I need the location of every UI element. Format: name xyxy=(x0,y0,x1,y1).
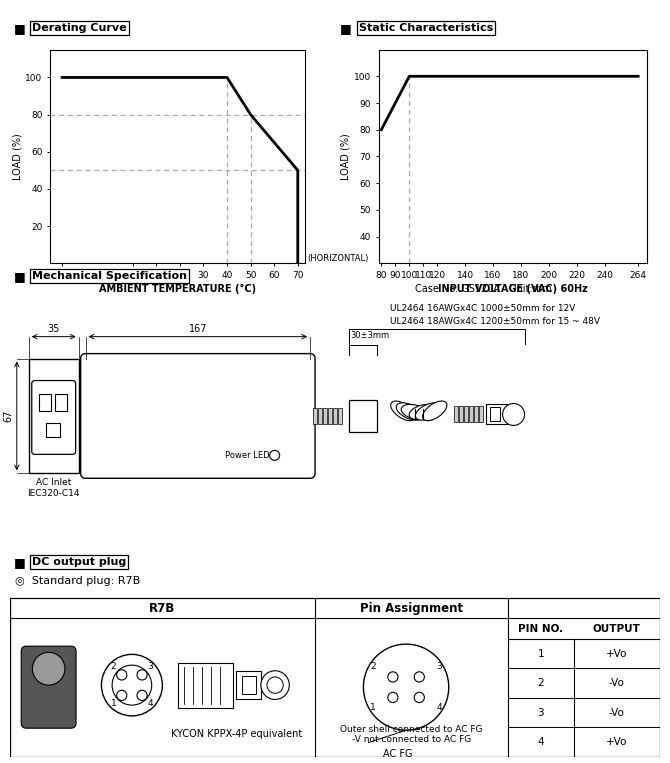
Text: UL2464 18AWGx4C 1200±50mm for 15 ~ 48V: UL2464 18AWGx4C 1200±50mm for 15 ~ 48V xyxy=(390,317,600,326)
Bar xyxy=(464,407,468,423)
Bar xyxy=(459,407,463,423)
Bar xyxy=(490,407,500,421)
Bar xyxy=(469,407,472,423)
Text: AC Inlet
IEC320-C14: AC Inlet IEC320-C14 xyxy=(27,478,80,497)
Text: Static Characteristics: Static Characteristics xyxy=(359,23,493,34)
Circle shape xyxy=(267,677,283,694)
Bar xyxy=(178,662,233,708)
Text: AC FG: AC FG xyxy=(383,749,413,758)
Text: ■: ■ xyxy=(13,555,25,569)
Circle shape xyxy=(261,671,289,700)
Text: OUTPUT: OUTPUT xyxy=(593,623,641,634)
Text: DC output plug: DC output plug xyxy=(32,557,127,568)
Text: -Vo: -Vo xyxy=(609,707,624,718)
Bar xyxy=(29,359,78,473)
Circle shape xyxy=(502,404,525,426)
Text: R7B: R7B xyxy=(149,602,176,615)
Bar xyxy=(478,407,482,423)
Y-axis label: LOAD (%): LOAD (%) xyxy=(13,133,23,180)
Circle shape xyxy=(117,691,127,700)
Text: UL2464 16AWGx4C 1000±50mm for 12V: UL2464 16AWGx4C 1000±50mm for 12V xyxy=(390,304,576,313)
Bar xyxy=(333,408,337,424)
Circle shape xyxy=(137,670,147,680)
Bar xyxy=(55,394,67,411)
Text: Pin Assignment: Pin Assignment xyxy=(360,602,463,615)
Circle shape xyxy=(117,670,127,680)
Ellipse shape xyxy=(415,403,442,420)
Bar xyxy=(486,404,508,424)
X-axis label: AMBIENT TEMPERATURE (°C): AMBIENT TEMPERATURE (°C) xyxy=(99,284,256,294)
Text: Outer shell connected to AC FG
-V not connected to AC FG: Outer shell connected to AC FG -V not co… xyxy=(340,725,482,744)
Circle shape xyxy=(101,655,162,716)
Bar xyxy=(237,671,261,700)
FancyBboxPatch shape xyxy=(31,381,76,454)
Text: 30±3mm: 30±3mm xyxy=(350,330,389,340)
Bar xyxy=(242,676,256,694)
Circle shape xyxy=(269,450,279,460)
Bar xyxy=(328,408,332,424)
Circle shape xyxy=(363,644,449,730)
X-axis label: INPUT VOLTAGE (VAC) 60Hz: INPUT VOLTAGE (VAC) 60Hz xyxy=(438,284,588,294)
Bar xyxy=(474,407,478,423)
Text: 4: 4 xyxy=(537,737,544,747)
Text: (HORIZONTAL): (HORIZONTAL) xyxy=(308,254,369,263)
Text: 67: 67 xyxy=(4,410,14,422)
Text: 1: 1 xyxy=(111,699,117,708)
Ellipse shape xyxy=(423,401,447,420)
Ellipse shape xyxy=(396,403,422,420)
Text: Derating Curve: Derating Curve xyxy=(32,23,127,34)
Bar xyxy=(46,423,60,437)
FancyBboxPatch shape xyxy=(80,353,315,478)
Text: 1: 1 xyxy=(537,649,544,658)
Text: 4: 4 xyxy=(147,699,153,708)
Text: 3: 3 xyxy=(537,707,544,718)
Bar xyxy=(454,407,458,423)
Circle shape xyxy=(414,671,424,682)
FancyBboxPatch shape xyxy=(21,646,76,728)
Text: 4: 4 xyxy=(436,703,442,712)
Text: 1: 1 xyxy=(371,703,376,712)
Text: 35: 35 xyxy=(48,324,60,333)
Text: ◎  Standard plug: R7B: ◎ Standard plug: R7B xyxy=(15,576,140,586)
Bar xyxy=(323,408,327,424)
Text: +Vo: +Vo xyxy=(606,737,628,747)
Circle shape xyxy=(414,692,424,703)
Text: ■: ■ xyxy=(13,269,25,283)
Text: 167: 167 xyxy=(188,324,207,333)
Text: 2: 2 xyxy=(537,678,544,688)
Text: Mechanical Specification: Mechanical Specification xyxy=(32,271,187,282)
Text: 2: 2 xyxy=(371,662,376,671)
Text: Case No. GS120A   Unit:mm: Case No. GS120A Unit:mm xyxy=(415,284,552,294)
Bar xyxy=(338,408,342,424)
Text: 3: 3 xyxy=(436,662,442,671)
Text: 2: 2 xyxy=(111,662,117,671)
Text: ■: ■ xyxy=(340,21,352,35)
Bar xyxy=(318,408,322,424)
Bar xyxy=(313,408,317,424)
Text: Power LED: Power LED xyxy=(224,451,269,460)
Circle shape xyxy=(388,692,398,703)
Text: 3: 3 xyxy=(147,662,153,671)
Text: PIN NO.: PIN NO. xyxy=(518,623,563,634)
Text: -Vo: -Vo xyxy=(609,678,624,688)
Bar xyxy=(349,401,377,433)
Text: KYCON KPPX-4P equivalent: KYCON KPPX-4P equivalent xyxy=(171,729,302,739)
Ellipse shape xyxy=(401,404,428,420)
Text: +Vo: +Vo xyxy=(606,649,628,658)
Circle shape xyxy=(388,671,398,682)
Circle shape xyxy=(32,652,65,685)
Bar xyxy=(39,394,51,411)
Ellipse shape xyxy=(409,404,436,420)
Circle shape xyxy=(112,665,151,705)
Text: ■: ■ xyxy=(13,21,25,35)
Circle shape xyxy=(137,691,147,700)
Y-axis label: LOAD (%): LOAD (%) xyxy=(341,133,351,180)
Ellipse shape xyxy=(391,401,415,420)
